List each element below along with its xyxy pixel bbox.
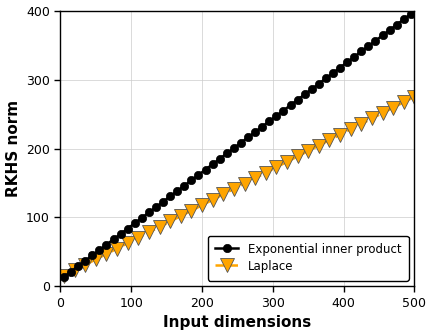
Laplace [231,187,236,191]
Laplace [72,268,77,272]
Laplace [189,209,194,213]
Exponential inner product [61,275,67,279]
Laplace [284,160,289,164]
Exponential inner product [316,82,321,86]
Laplace [93,257,98,261]
Laplace [136,236,141,240]
Exponential inner product [168,195,173,199]
Laplace [412,95,417,99]
Laplace [178,214,183,218]
Y-axis label: RKHS norm: RKHS norm [6,100,21,197]
Laplace [200,203,205,207]
Exponential inner product [295,98,300,102]
X-axis label: Input dimensions: Input dimensions [163,316,311,330]
Laplace [104,252,109,256]
Laplace [401,100,407,104]
Laplace [337,133,343,137]
Line: Exponential inner product: Exponential inner product [60,7,419,281]
Laplace [327,138,332,142]
Laplace [61,274,67,278]
Laplace [295,155,300,159]
Laplace [305,149,311,153]
Laplace [146,230,152,234]
Laplace [157,225,162,229]
Laplace [369,117,375,121]
Laplace [263,171,268,175]
Laplace [359,122,364,126]
Exponential inner product [408,12,413,16]
Laplace [168,219,173,223]
Exponential inner product [175,189,180,193]
Laplace [316,143,321,148]
Laplace [114,247,120,251]
Legend: Exponential inner product, Laplace: Exponential inner product, Laplace [208,236,409,281]
Exponential inner product [412,9,417,13]
Laplace [221,192,226,196]
Laplace [125,241,130,245]
Exponential inner product [139,216,144,220]
Laplace [210,198,215,202]
Laplace [83,263,88,267]
Laplace [348,127,353,131]
Laplace [253,176,258,180]
Laplace [274,165,279,169]
Line: Laplace: Laplace [57,90,421,283]
Laplace [391,106,396,110]
Laplace [380,111,385,115]
Laplace [242,181,247,185]
